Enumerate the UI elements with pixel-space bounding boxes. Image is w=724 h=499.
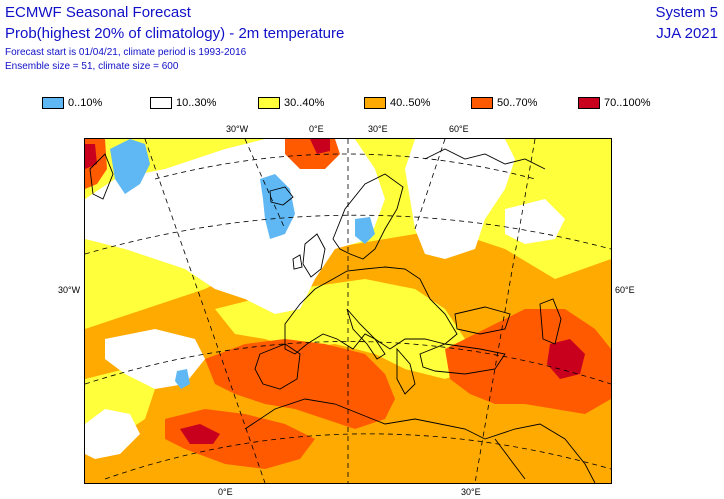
zone-red-mediterranean bbox=[205, 339, 395, 429]
zone-red-north-africa bbox=[165, 409, 315, 469]
subtitle: Prob(highest 20% of climatology) - 2m te… bbox=[5, 25, 345, 42]
legend-item-30-40: 30..40% bbox=[258, 96, 324, 110]
zone-blue-atlantic-south bbox=[175, 369, 190, 389]
zone-white-southwest bbox=[85, 409, 140, 459]
zone-blue-scandinavia bbox=[355, 217, 375, 244]
zone-white-arctic bbox=[405, 139, 515, 259]
legend-label: 70..100% bbox=[604, 97, 651, 109]
coord-top-0e: 0°E bbox=[309, 124, 324, 134]
coord-top-30e: 30°E bbox=[368, 124, 388, 134]
coord-right-60e: 60°E bbox=[615, 285, 635, 295]
legend-label: 40..50% bbox=[390, 97, 431, 109]
legend-item-40-50: 40..50% bbox=[364, 96, 430, 110]
forecast-info: Forecast start is 01/04/21, climate peri… bbox=[5, 47, 247, 58]
forecast-map bbox=[84, 138, 612, 484]
zone-red-middle-east bbox=[445, 309, 611, 414]
coord-top-60e: 60°E bbox=[449, 124, 469, 134]
ensemble-info: Ensemble size = 51, climate size = 600 bbox=[5, 61, 179, 72]
zone-darkred-north-africa bbox=[180, 424, 220, 444]
title: ECMWF Seasonal Forecast bbox=[5, 4, 191, 21]
coastlines bbox=[89, 148, 596, 483]
legend-item-50-70: 50..70% bbox=[471, 96, 537, 110]
zone-blue-iceland bbox=[260, 174, 295, 239]
legend-label: 0..10% bbox=[68, 97, 103, 109]
coord-top-30w: 30°W bbox=[226, 124, 249, 134]
system-label: System 5 bbox=[655, 4, 718, 21]
coord-left-30w: 30°W bbox=[58, 285, 81, 295]
legend-swatch bbox=[42, 97, 64, 109]
legend-label: 50..70% bbox=[497, 97, 538, 109]
coord-bottom-30e: 30°E bbox=[461, 487, 481, 497]
legend-label: 30..40% bbox=[284, 97, 325, 109]
legend-swatch bbox=[578, 97, 600, 109]
zone-blue-greenland bbox=[110, 139, 150, 194]
legend-swatch bbox=[364, 97, 386, 109]
zone-darkred-arctic bbox=[310, 139, 330, 154]
legend-swatch bbox=[258, 97, 280, 109]
legend-label: 10..30% bbox=[176, 97, 217, 109]
map-svg bbox=[85, 139, 611, 483]
legend-swatch bbox=[471, 97, 493, 109]
legend-item-10-30: 10..30% bbox=[150, 96, 216, 110]
graticule bbox=[85, 139, 611, 483]
zone-darkred-greenland-edge bbox=[85, 144, 97, 169]
legend-item-0-10: 0..10% bbox=[42, 96, 102, 110]
season-label: JJA 2021 bbox=[656, 25, 718, 42]
zone-darkred-middle-east bbox=[547, 339, 585, 379]
coord-bottom-0e: 0°E bbox=[218, 487, 233, 497]
legend-item-70-100: 70..100% bbox=[578, 96, 650, 110]
zone-white-russia bbox=[505, 199, 565, 244]
legend-swatch bbox=[150, 97, 172, 109]
